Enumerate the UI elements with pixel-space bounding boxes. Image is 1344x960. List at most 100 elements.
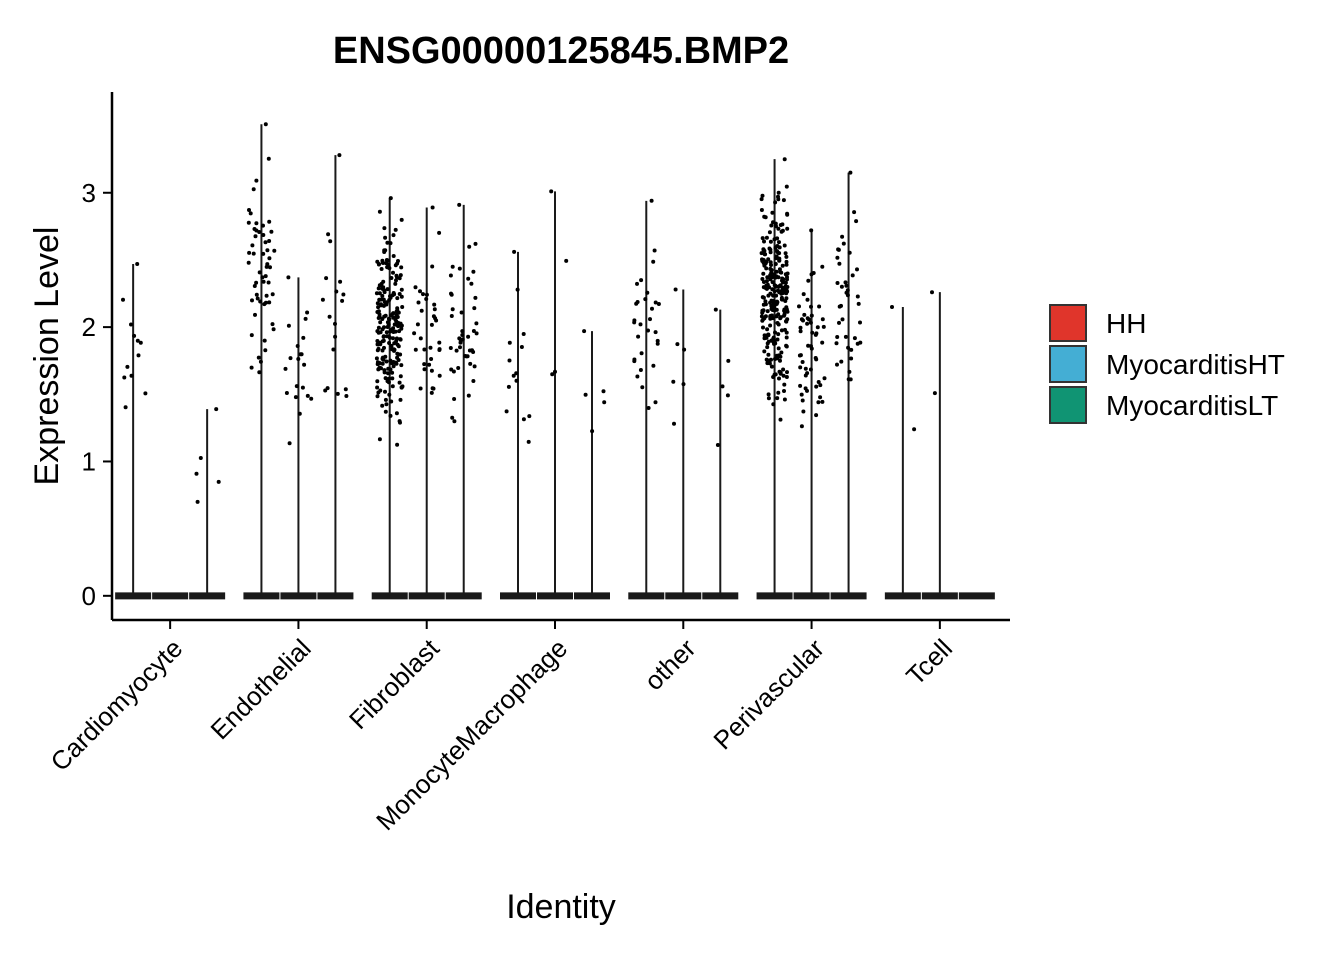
data-point (267, 219, 272, 224)
data-point (382, 290, 387, 295)
y-axis-title: Expression Level (28, 227, 66, 486)
data-point (335, 391, 340, 396)
data-point (338, 279, 343, 284)
data-point (771, 375, 776, 379)
data-point (768, 247, 773, 252)
data-point (775, 356, 780, 361)
data-point (271, 327, 276, 332)
data-point (643, 297, 648, 302)
data-point (246, 260, 251, 265)
data-point (782, 157, 787, 162)
data-point (816, 380, 821, 384)
data-point (777, 245, 782, 250)
data-point (813, 332, 818, 337)
violin-Endothelial-MyocarditisHT (280, 275, 317, 600)
data-point (305, 310, 310, 315)
data-point (777, 240, 781, 245)
data-point (766, 339, 771, 344)
data-point (650, 306, 654, 311)
data-point (781, 291, 786, 295)
data-point (381, 285, 386, 290)
data-point (764, 279, 769, 284)
data-point (393, 329, 398, 334)
data-point (429, 357, 434, 361)
data-point (782, 382, 787, 387)
data-point (378, 320, 383, 325)
data-point (344, 394, 349, 398)
data-point (261, 279, 266, 284)
data-point (783, 327, 787, 332)
violin-Perivascular-HH (756, 157, 793, 600)
data-point (246, 220, 251, 225)
data-point (785, 370, 789, 375)
data-point (784, 343, 789, 348)
data-point (799, 424, 804, 429)
data-point (302, 362, 307, 367)
data-point (456, 366, 461, 370)
data-point (764, 333, 768, 338)
data-point (399, 294, 404, 299)
data-point (770, 210, 775, 215)
data-point (778, 358, 782, 363)
data-point (466, 393, 471, 398)
data-point (459, 310, 464, 315)
data-point (261, 223, 265, 228)
data-point (377, 209, 382, 214)
data-point (418, 336, 423, 341)
data-point (284, 391, 289, 395)
data-point (264, 293, 269, 298)
data-point (768, 239, 773, 244)
data-point (471, 379, 476, 383)
data-point (457, 266, 462, 271)
data-point (798, 353, 803, 358)
data-point (390, 376, 395, 381)
data-point (673, 287, 678, 292)
data-point (383, 409, 388, 414)
data-point (582, 329, 587, 334)
data-point (125, 364, 130, 369)
data-point (815, 325, 820, 330)
violin-Tcell-HH (884, 305, 921, 600)
data-point (675, 342, 680, 347)
data-point (777, 290, 782, 295)
x-tick-label-Tcell: Tcell (900, 633, 958, 691)
data-point (932, 391, 937, 396)
data-point (770, 287, 775, 292)
data-point (324, 276, 329, 281)
violin-Fibroblast-MyocarditisHT (408, 205, 445, 600)
data-point (506, 384, 511, 389)
data-point (474, 321, 479, 326)
data-point (848, 377, 853, 382)
data-point (760, 236, 765, 241)
data-point (394, 361, 399, 366)
data-point (777, 376, 781, 381)
data-point (391, 360, 396, 364)
data-point (507, 358, 512, 363)
data-point (776, 226, 781, 231)
data-point (397, 380, 402, 385)
x-axis-title: Identity (506, 888, 616, 926)
data-point (761, 302, 766, 307)
data-point (771, 402, 776, 407)
data-point (388, 413, 393, 418)
data-point (841, 241, 846, 246)
data-point (769, 307, 774, 311)
data-point (123, 405, 128, 410)
data-point (805, 297, 810, 302)
data-point (377, 366, 382, 371)
data-point (822, 376, 827, 381)
data-point (771, 220, 775, 225)
data-point (550, 372, 555, 377)
data-point (257, 270, 262, 275)
data-point (261, 251, 266, 256)
data-point (132, 333, 137, 338)
data-point (450, 415, 455, 420)
x-tick-label-Endothelial: Endothelial (204, 633, 316, 745)
data-point (394, 312, 399, 317)
data-point (248, 211, 253, 216)
data-point (782, 243, 787, 248)
data-point (651, 363, 656, 368)
data-point (380, 403, 385, 408)
data-point (632, 318, 637, 323)
